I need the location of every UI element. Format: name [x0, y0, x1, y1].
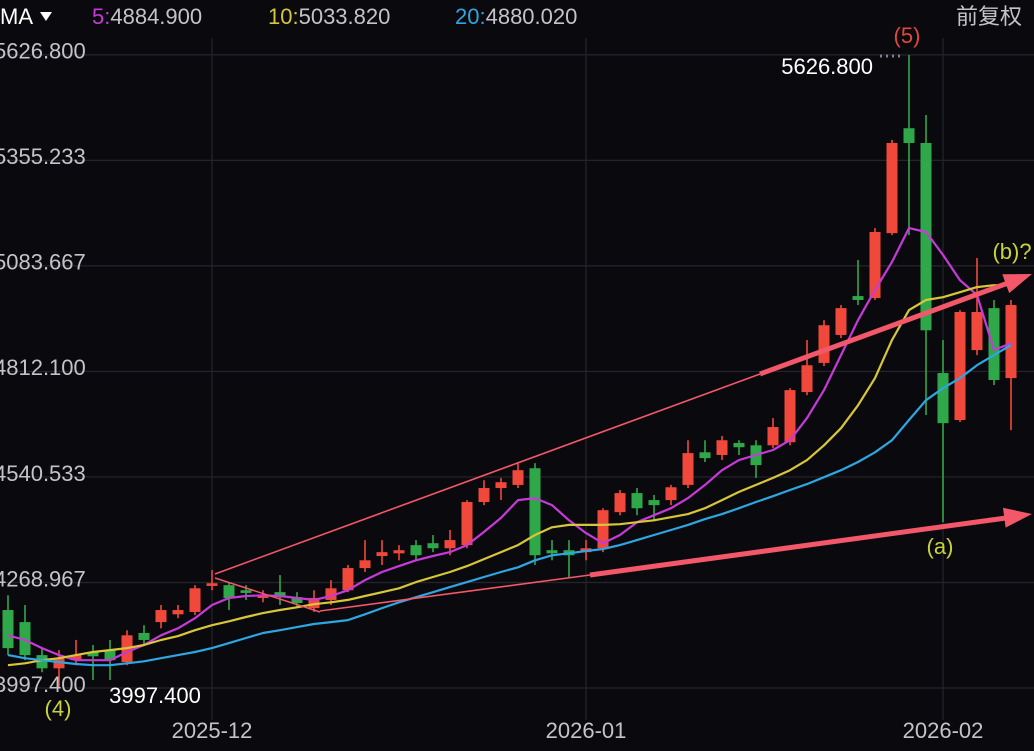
candle-body: [733, 442, 745, 448]
header-background: [0, 0, 1034, 38]
candle-body: [308, 597, 320, 609]
annotation-layer: 3997.400 4268.967 4540.533 4812.100 5083.667…: [0, 23, 1032, 743]
lower-trend-line: [319, 574, 591, 612]
y-tick-label: 5083.667: [0, 250, 86, 275]
annotation: (a): [927, 534, 954, 559]
candle-body: [597, 510, 609, 549]
candle-body: [138, 632, 150, 640]
candle-body: [325, 588, 337, 600]
candle-body: [903, 128, 915, 143]
trend-lines: [214, 54, 1032, 613]
plot-layer: [2, 54, 1017, 688]
candle-body: [784, 390, 796, 443]
y-tick-label: 5626.800: [0, 39, 86, 64]
upper-trend-arrow: [759, 280, 1009, 377]
candle-body: [274, 592, 286, 598]
candle-body: [393, 550, 405, 554]
candle-body: [512, 470, 524, 485]
candle-body: [53, 658, 65, 669]
indicator-name[interactable]: MA: [0, 4, 33, 29]
annotation: 5626.800: [781, 54, 873, 79]
candle-body: [665, 487, 677, 501]
candle-body: [427, 543, 439, 549]
candle-body: [2, 610, 14, 649]
candle-body: [886, 142, 898, 234]
x-tick-label: 2025-12: [172, 718, 253, 743]
candle-body: [410, 545, 422, 556]
legend-name: 10:: [268, 4, 299, 29]
candle-body: [87, 652, 99, 657]
candle-body: [869, 231, 881, 299]
candle-body: [240, 590, 252, 593]
candle-body: [648, 500, 660, 506]
y-tick-label: 4268.967: [0, 566, 86, 591]
upper-trend-line: [214, 373, 761, 575]
candle-body: [546, 550, 558, 554]
candle-body: [988, 308, 1000, 381]
candle-body: [19, 622, 31, 656]
candle-body: [920, 142, 932, 331]
adjust-mode[interactable]: 前复权: [956, 4, 1022, 29]
candle-body: [631, 493, 643, 509]
candle-body: [614, 493, 626, 513]
candle-body: [954, 312, 966, 421]
arrow-head: [1002, 274, 1032, 294]
candle-body: [937, 373, 949, 424]
y-tick-label: 4812.100: [0, 355, 86, 380]
candle-body: [1005, 305, 1017, 379]
candle-body: [699, 452, 711, 459]
x-tick-label: 2026-01: [546, 718, 627, 743]
x-tick-label: 2026-02: [903, 718, 984, 743]
lower-trend-arrow: [589, 515, 1007, 578]
candle-body: [342, 568, 354, 591]
dropdown-arrow[interactable]: [40, 12, 52, 21]
candle-body: [359, 560, 371, 569]
candle-body: [257, 595, 269, 598]
candle-body: [36, 655, 48, 669]
candle-body: [461, 502, 473, 546]
candle-body: [223, 585, 235, 598]
legend-value: 4884.900: [110, 4, 202, 29]
annotation: (5): [894, 23, 921, 48]
candle-body: [971, 312, 983, 351]
ma-line: [7, 344, 1012, 667]
candle-body: [155, 610, 167, 623]
legend-value: 4880.020: [486, 4, 578, 29]
annotation: (4): [45, 696, 72, 721]
candle-body: [529, 468, 541, 556]
candle-body: [801, 365, 813, 393]
candle-body: [206, 583, 218, 586]
legend-name: 20:: [455, 4, 486, 29]
candle-body: [104, 650, 116, 661]
y-tick-label: 3997.400: [0, 672, 86, 697]
candle-body: [444, 540, 456, 549]
candle-body: [818, 325, 830, 363]
candle-body: [189, 588, 201, 612]
ma-line: [7, 284, 1012, 667]
candle-body: [70, 655, 82, 661]
candle-body: [291, 597, 303, 604]
legend-name: 5:: [92, 4, 110, 29]
annotation: (b)?: [992, 239, 1031, 264]
y-tick-label: 4540.533: [0, 461, 86, 486]
candle-body: [495, 482, 507, 489]
candle-body: [767, 427, 779, 446]
ma-line: [7, 227, 1012, 662]
arrow-head: [1003, 507, 1032, 528]
candle-body: [376, 552, 388, 557]
candle-body: [835, 308, 847, 335]
candle-body: [172, 610, 184, 615]
candle-body: [716, 440, 728, 456]
candle-body: [478, 488, 490, 503]
candle-body: [682, 453, 694, 485]
candle-body: [852, 296, 864, 300]
y-tick-label: 5355.233: [0, 144, 86, 169]
header: MA 前复权 5: 4884.900 10: 5033.820 20: 4880.020: [0, 0, 1034, 38]
legend-value: 5033.820: [299, 4, 391, 29]
annotation: 3997.400: [109, 683, 201, 708]
channel-edge: [214, 577, 321, 613]
